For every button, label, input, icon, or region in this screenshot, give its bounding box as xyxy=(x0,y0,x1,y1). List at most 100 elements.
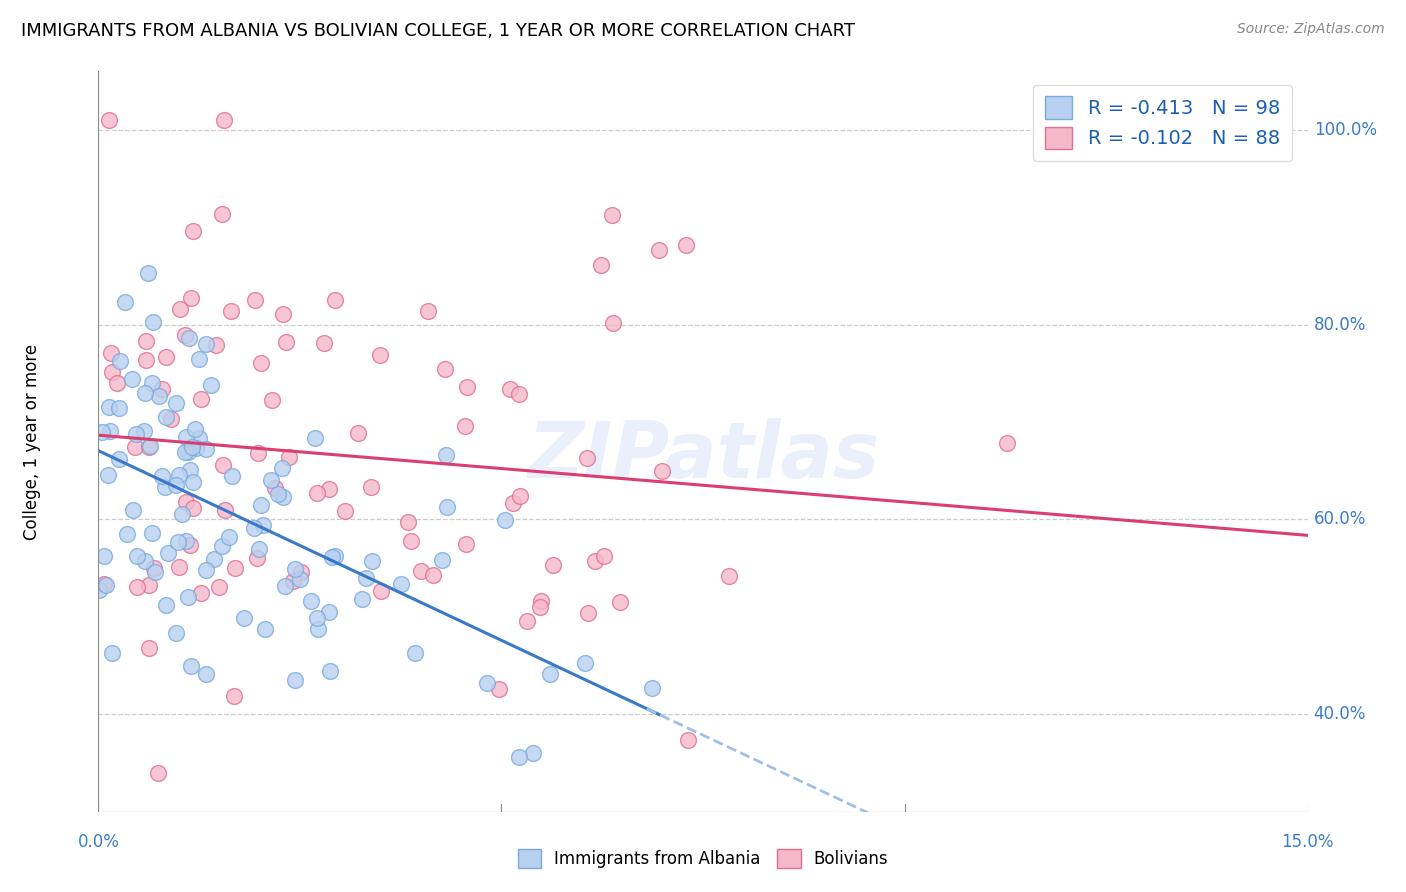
Point xyxy=(122,503,145,517)
Point xyxy=(576,606,599,620)
Point xyxy=(222,689,245,703)
Point xyxy=(194,442,217,457)
Point xyxy=(190,585,212,599)
Point xyxy=(416,303,439,318)
Point xyxy=(211,206,233,220)
Point xyxy=(155,409,177,424)
Point xyxy=(409,564,432,578)
Point xyxy=(181,475,204,489)
Legend: R = -0.413   N = 98, R = -0.102   N = 88: R = -0.413 N = 98, R = -0.102 N = 88 xyxy=(1033,85,1292,161)
Point xyxy=(602,316,624,330)
Point xyxy=(304,431,326,445)
Point xyxy=(404,646,426,660)
Point xyxy=(143,561,166,575)
Point xyxy=(176,495,198,509)
Point xyxy=(98,424,121,438)
Point xyxy=(101,646,124,660)
Point xyxy=(179,463,201,477)
Point xyxy=(165,478,187,492)
Point xyxy=(318,482,340,496)
Point xyxy=(529,599,551,614)
Point xyxy=(174,430,197,444)
Point xyxy=(153,480,176,494)
Point xyxy=(422,568,444,582)
Point xyxy=(139,439,162,453)
Point xyxy=(146,765,169,780)
Point xyxy=(641,681,664,696)
Point xyxy=(651,464,673,478)
Text: 0.0%: 0.0% xyxy=(77,833,120,851)
Point xyxy=(219,304,242,318)
Point xyxy=(127,580,149,594)
Point xyxy=(127,549,149,564)
Point xyxy=(186,441,208,455)
Point xyxy=(136,266,159,280)
Text: ZIPatlas: ZIPatlas xyxy=(527,418,879,494)
Point xyxy=(221,469,243,483)
Point xyxy=(179,539,201,553)
Point xyxy=(212,113,235,128)
Point xyxy=(354,571,377,585)
Point xyxy=(264,481,287,495)
Point xyxy=(399,534,422,549)
Point xyxy=(323,293,346,308)
Point xyxy=(995,435,1018,450)
Point xyxy=(250,498,273,512)
Point xyxy=(233,610,256,624)
Point xyxy=(676,732,699,747)
Point xyxy=(499,382,522,396)
Point xyxy=(87,583,110,598)
Point xyxy=(592,549,614,563)
Point xyxy=(150,469,173,483)
Point xyxy=(283,561,305,575)
Point xyxy=(141,525,163,540)
Point xyxy=(108,354,131,368)
Point xyxy=(190,392,212,407)
Point xyxy=(180,658,202,673)
Point xyxy=(323,549,346,563)
Point xyxy=(262,393,284,408)
Point xyxy=(254,622,277,636)
Point xyxy=(105,376,128,390)
Point xyxy=(307,622,329,636)
Point xyxy=(181,440,204,454)
Point xyxy=(132,424,155,438)
Point xyxy=(188,351,211,366)
Point xyxy=(180,291,202,305)
Point xyxy=(165,625,187,640)
Point xyxy=(575,450,598,465)
Point xyxy=(167,467,190,482)
Point xyxy=(211,458,233,472)
Point xyxy=(247,542,270,557)
Point xyxy=(454,418,477,433)
Point xyxy=(370,584,392,599)
Point xyxy=(541,558,564,572)
Point xyxy=(108,401,131,416)
Point xyxy=(100,346,122,360)
Point xyxy=(176,444,198,458)
Point xyxy=(717,569,740,583)
Point xyxy=(114,294,136,309)
Point xyxy=(436,448,458,462)
Point xyxy=(250,356,273,370)
Point xyxy=(305,611,328,625)
Point xyxy=(589,258,612,272)
Point xyxy=(138,440,160,454)
Text: Source: ZipAtlas.com: Source: ZipAtlas.com xyxy=(1237,22,1385,37)
Point xyxy=(167,535,190,549)
Point xyxy=(97,467,120,482)
Point xyxy=(508,387,530,401)
Point xyxy=(318,664,340,678)
Point xyxy=(141,376,163,390)
Point xyxy=(274,335,297,350)
Point xyxy=(360,480,382,494)
Point xyxy=(333,503,356,517)
Point xyxy=(174,533,197,548)
Point xyxy=(516,614,538,628)
Text: 40.0%: 40.0% xyxy=(1313,706,1367,723)
Text: 15.0%: 15.0% xyxy=(1281,833,1334,851)
Point xyxy=(494,513,516,527)
Legend: Immigrants from Albania, Bolivians: Immigrants from Albania, Bolivians xyxy=(510,842,896,875)
Point xyxy=(184,422,207,436)
Point xyxy=(299,594,322,608)
